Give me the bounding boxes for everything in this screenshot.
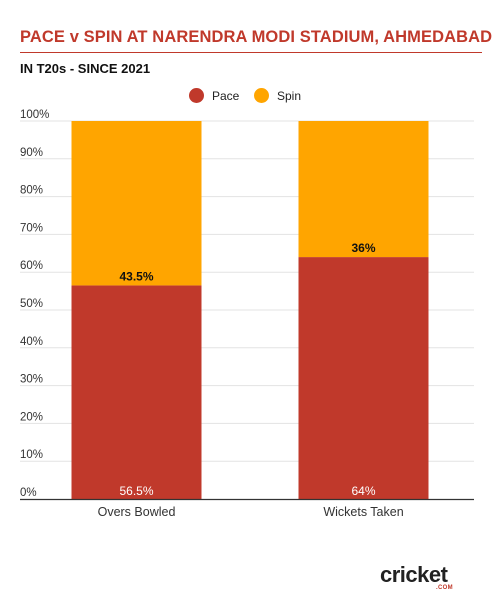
y-tick-label: 30% (20, 374, 43, 386)
y-tick-label: 20% (20, 411, 43, 423)
y-tick-label: 70% (20, 222, 43, 234)
logo-text: cricket (380, 562, 448, 587)
title-divider (20, 52, 482, 53)
bar-pace-0 (71, 285, 202, 499)
y-tick-label: 50% (20, 298, 43, 310)
legend-label-pace: Pace (212, 88, 240, 103)
x-tick-label: Wickets Taken (323, 505, 403, 519)
y-tick-label: 0% (20, 487, 37, 499)
legend-item-spin: Spin (254, 88, 301, 103)
legend-swatch-pace (189, 88, 204, 103)
data-label-pace: 64% (351, 484, 375, 498)
legend-swatch-spin (254, 88, 269, 103)
legend-item-pace: Pace (189, 88, 239, 103)
y-tick-label: 90% (20, 147, 43, 159)
data-label-spin: 36% (351, 241, 375, 255)
bar-pace-1 (298, 257, 429, 499)
legend-label-spin: Spin (277, 88, 302, 103)
logo-subtext: .COM (436, 585, 453, 591)
chart-title: PACE v SPIN AT NARENDRA MODI STADIUM, AH… (20, 28, 493, 46)
bar-spin-0 (71, 121, 202, 286)
cricket-com-logo: cricket .COM (380, 562, 480, 598)
chart-subtitle: IN T20s - SINCE 2021 (20, 61, 151, 76)
y-tick-label: 80% (20, 185, 43, 197)
data-label-spin: 43.5% (119, 269, 153, 283)
x-tick-label: Overs Bowled (98, 505, 176, 519)
stacked-bar-chart: 0% 10% 20% 30% 40% 50% 60% 70% 80% 90% 100% 56.5% 43… (20, 109, 474, 519)
y-tick-label: 10% (20, 449, 43, 461)
bar-spin-1 (298, 121, 429, 258)
y-tick-label: 60% (20, 260, 43, 272)
y-tick-label: 40% (20, 336, 43, 348)
y-tick-label: 100% (20, 109, 49, 121)
legend: Pace Spin (0, 88, 500, 106)
data-label-pace: 56.5% (119, 484, 153, 498)
